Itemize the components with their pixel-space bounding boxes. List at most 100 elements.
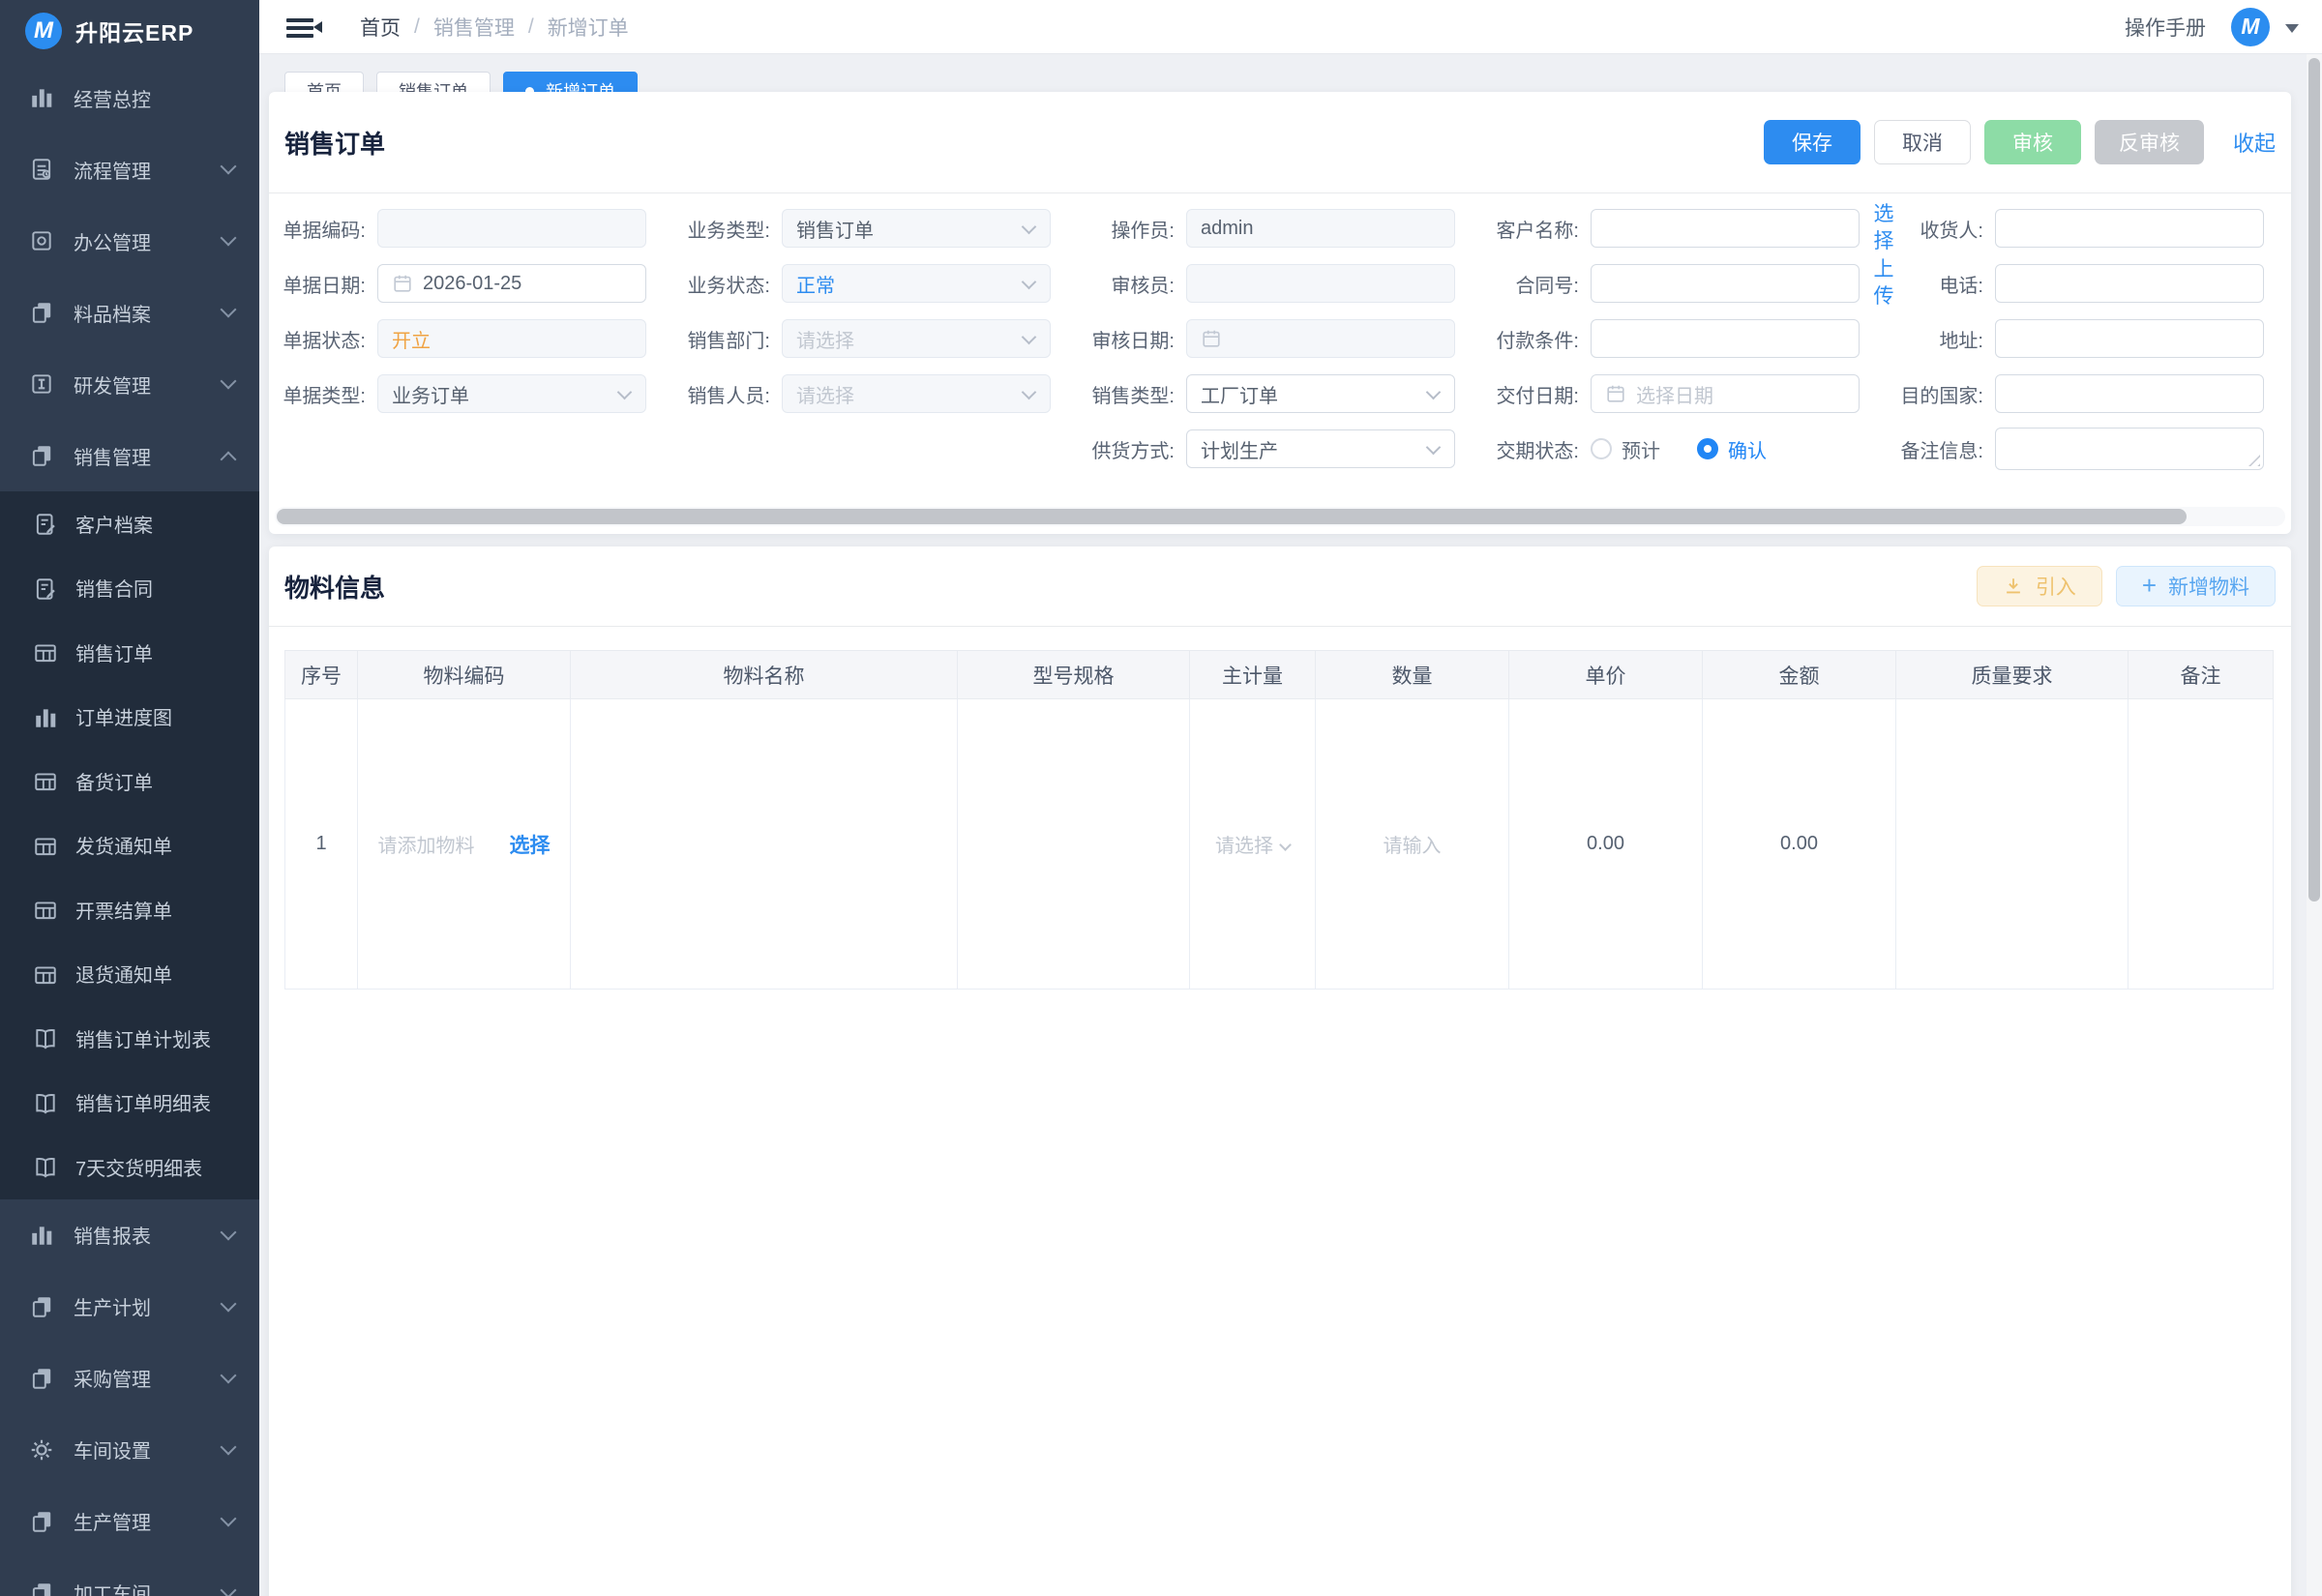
unit-select-cell[interactable]: 请选择	[1189, 698, 1316, 990]
sales-dept-select[interactable]: 请选择	[782, 319, 1051, 358]
auditor-input[interactable]	[1186, 264, 1455, 303]
sidebar-item-production-mgmt[interactable]: 生产管理	[0, 1486, 259, 1557]
delivery-date-input[interactable]: 选择日期	[1591, 374, 1860, 413]
radio-label: 确认	[1728, 440, 1767, 462]
sidebar-item-sales-order-detail[interactable]: 销售订单明细表	[0, 1071, 259, 1136]
pages-icon	[29, 1366, 54, 1391]
sidebar-item-label: 销售订单	[75, 643, 153, 665]
contract-no-input[interactable]	[1591, 264, 1860, 303]
horizontal-scrollbar-thumb[interactable]	[277, 509, 2187, 524]
payment-terms-input[interactable]	[1591, 319, 1860, 358]
radio-label: 预计	[1622, 440, 1660, 462]
doc-date-input[interactable]: 2026-01-25	[377, 264, 646, 303]
sidebar-item-processing-workshop[interactable]: 加工车间	[0, 1557, 259, 1596]
sidebar-item-materials-archive[interactable]: 料品档案	[0, 277, 259, 348]
radio-estimated[interactable]: 预计	[1591, 435, 1660, 463]
unit-price-cell[interactable]: 0.00	[1508, 698, 1703, 990]
sidebar-item-rd-mgmt[interactable]: 研发管理	[0, 348, 259, 420]
breadcrumb-home[interactable]: 首页	[360, 16, 401, 40]
material-name-cell[interactable]	[570, 698, 958, 990]
breadcrumb-current: 新增订单	[547, 16, 629, 40]
sidebar-item-sales-order-plan[interactable]: 销售订单计划表	[0, 1006, 259, 1071]
vertical-scrollbar-thumb[interactable]	[2308, 58, 2320, 901]
doc-code-input[interactable]	[377, 209, 646, 248]
phone-input[interactable]	[1995, 264, 2264, 303]
import-button[interactable]: 引入	[1976, 566, 2102, 606]
reverse-audit-button[interactable]: 反审核	[2094, 120, 2204, 164]
sidebar-item-customer-archive[interactable]: 客户档案	[0, 491, 259, 556]
breadcrumb-section[interactable]: 销售管理	[432, 16, 515, 40]
chevron-down-icon	[1021, 274, 1037, 290]
radio-confirmed[interactable]: 确认	[1697, 435, 1767, 463]
cancel-button[interactable]: 取消	[1873, 120, 1971, 164]
sidebar-item-sales-order[interactable]: 销售订单	[0, 620, 259, 685]
address-input[interactable]	[1995, 319, 2264, 358]
sidebar-item-sales-report[interactable]: 销售报表	[0, 1199, 259, 1271]
chart-icon	[29, 85, 54, 110]
operator-input[interactable]: admin	[1186, 209, 1455, 248]
field-label: 交付日期:	[1496, 385, 1579, 407]
sidebar-item-label: 料品档案	[74, 304, 151, 326]
plus-icon: +	[2141, 570, 2157, 600]
sidebar-item-invoice-settlement[interactable]: 开票结算单	[0, 877, 259, 942]
manual-link[interactable]: 操作手册	[2125, 16, 2206, 40]
doc-type-select[interactable]: 业务订单	[377, 374, 646, 413]
table-header-row: 序号 物料编码 物料名称 型号规格 主计量 数量 单价 金额 质量要求 备注	[284, 650, 2274, 699]
audit-date-input[interactable]	[1186, 319, 1455, 358]
sidebar-item-stock-order[interactable]: 备货订单	[0, 749, 259, 813]
sidebar-item-office-mgmt[interactable]: 办公管理	[0, 205, 259, 277]
sidebar-item-label: 备货订单	[75, 772, 153, 794]
sidebar-item-shipping-notice[interactable]: 发货通知单	[0, 813, 259, 878]
remark-textarea[interactable]	[1995, 428, 2264, 470]
remark-cell[interactable]	[2128, 698, 2274, 990]
sidebar-item-purchase-mgmt[interactable]: 采购管理	[0, 1343, 259, 1414]
field-label: 合同号:	[1515, 275, 1579, 297]
customer-input[interactable]	[1591, 209, 1860, 248]
chart-icon	[29, 1223, 54, 1248]
add-material-button[interactable]: + 新增物料	[2115, 566, 2276, 606]
chevron-down-icon	[220, 372, 237, 390]
breadcrumb-separator: /	[527, 15, 534, 38]
consignee-input[interactable]	[1995, 209, 2264, 248]
quality-cell[interactable]	[1895, 698, 2128, 990]
sidebar-item-label: 客户档案	[75, 515, 153, 537]
quantity-cell[interactable]: 请输入	[1315, 698, 1509, 990]
contract-upload-link[interactable]: 上传	[1873, 258, 1894, 308]
sales-person-select[interactable]: 请选择	[782, 374, 1051, 413]
amount-cell[interactable]: 0.00	[1702, 698, 1896, 990]
save-button[interactable]: 保存	[1763, 120, 1861, 164]
biz-type-select[interactable]: 销售订单	[782, 209, 1051, 248]
dest-country-input[interactable]	[1995, 374, 2264, 413]
avatar[interactable]: M	[2231, 7, 2270, 46]
radio-checked-icon	[1697, 438, 1718, 459]
supply-mode-select[interactable]: 计划生产	[1186, 429, 1455, 468]
spec-cell[interactable]	[957, 698, 1190, 990]
collapse-link[interactable]: 收起	[2232, 132, 2276, 156]
table-icon	[33, 640, 56, 664]
doc-status-input[interactable]: 开立	[377, 319, 646, 358]
field-label: 供货方式:	[1091, 440, 1175, 462]
table-row: 1 请添加物料 选择 请选择 请输入 0.00 0.00	[284, 698, 2274, 990]
audit-button[interactable]: 审核	[1983, 120, 2081, 164]
sidebar-item-business-control[interactable]: 经营总控	[0, 62, 259, 133]
biz-status-select[interactable]: 正常	[782, 264, 1051, 303]
sidebar-item-return-notice[interactable]: 退货通知单	[0, 942, 259, 1007]
sidebar-item-sales-mgmt[interactable]: 销售管理	[0, 420, 259, 491]
column-header: 序号	[284, 650, 358, 699]
sidebar-item-production-plan[interactable]: 生产计划	[0, 1271, 259, 1343]
sidebar-item-label: 销售订单计划表	[75, 1029, 211, 1051]
sales-type-select[interactable]: 工厂订单	[1186, 374, 1455, 413]
disc-icon	[29, 228, 54, 253]
sidebar-item-flow-mgmt[interactable]: 流程管理	[0, 133, 259, 205]
material-select-link[interactable]: 选择	[509, 834, 551, 857]
sidebar-item-order-progress[interactable]: 订单进度图	[0, 685, 259, 750]
sidebar-item-workshop-settings[interactable]: 车间设置	[0, 1414, 259, 1486]
sidebar-collapse-icon[interactable]	[286, 15, 322, 40]
caret-down-icon[interactable]	[2285, 23, 2299, 40]
customer-select-link[interactable]: 选择	[1873, 203, 1894, 252]
sidebar-item-sales-contract[interactable]: 销售合同	[0, 556, 259, 621]
material-code-input[interactable]: 请添加物料	[377, 836, 475, 857]
sidebar-item-seven-day-delivery[interactable]: 7天交货明细表	[0, 1135, 259, 1199]
field-label: 地址:	[1939, 330, 1983, 352]
gear-icon	[29, 1437, 54, 1463]
